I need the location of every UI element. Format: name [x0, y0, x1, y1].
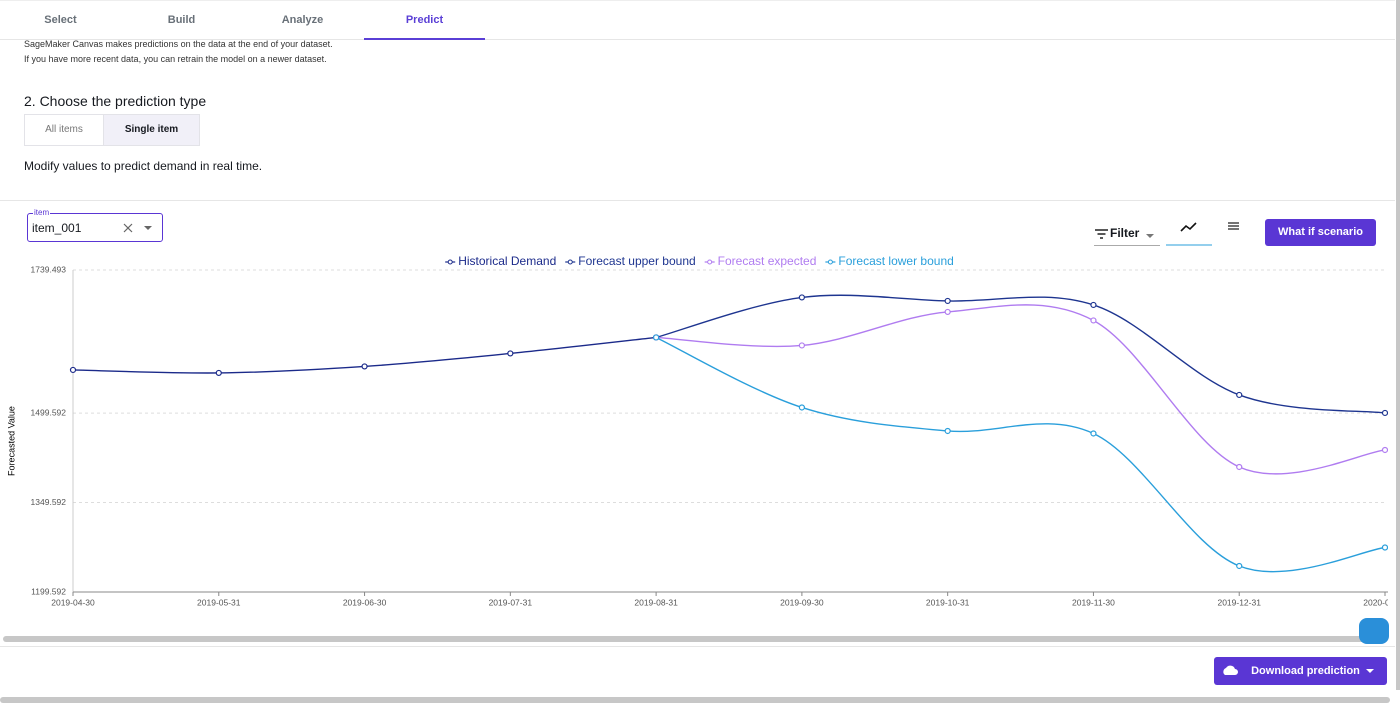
- legend-marker: [567, 259, 573, 265]
- point: [215, 369, 222, 377]
- legend-marker: [827, 259, 833, 265]
- view-toggle[interactable]: [1166, 216, 1266, 246]
- tab[interactable]: Select: [44, 14, 77, 26]
- series-line: [655, 294, 1386, 414]
- legend-marker: [707, 259, 713, 265]
- x-tick-label: 2019-12-31: [1217, 597, 1261, 607]
- tab-active[interactable]: Predict: [364, 1, 485, 40]
- point: [944, 308, 951, 316]
- x-tick-label: 2019-11-30: [1072, 597, 1115, 607]
- tab[interactable]: Analyze: [281, 14, 324, 26]
- point: [1381, 446, 1388, 454]
- legend-marker: [447, 259, 453, 265]
- series-line: [655, 336, 1386, 573]
- point: [798, 294, 805, 301]
- x-tick-label: 2019-07-31: [489, 597, 533, 607]
- point: [1090, 317, 1097, 324]
- point: [1090, 430, 1097, 437]
- point: [798, 404, 805, 411]
- heading: 2. Choose the prediction type: [24, 93, 207, 109]
- separator: [0, 646, 1395, 647]
- point: [1381, 409, 1388, 417]
- x-tick-label: 2019-04-30: [51, 597, 95, 607]
- item-field[interactable]: item item_001: [27, 208, 163, 242]
- point: [1236, 463, 1243, 471]
- chat-button[interactable]: [1359, 618, 1389, 644]
- point: [361, 363, 368, 370]
- intro-line: If you have more recent data, you can re…: [24, 54, 327, 64]
- point: [1090, 301, 1097, 309]
- segment[interactable]: All items: [24, 114, 104, 146]
- legend-label: Forecast upper bound: [578, 254, 695, 268]
- hint: Modify values to predict demand in real …: [24, 159, 263, 173]
- filter-underline: [1094, 245, 1160, 246]
- point: [69, 366, 77, 374]
- point: [1236, 562, 1243, 570]
- legend-label: Historical Demand: [458, 254, 556, 268]
- legend-label: Forecast lower bound: [838, 254, 953, 268]
- tab[interactable]: Build: [167, 14, 196, 26]
- filter[interactable]: Filter: [1110, 226, 1140, 240]
- field-icons: [123, 223, 152, 233]
- tab-bar: Select Build Analyze Predict: [0, 0, 1395, 40]
- x-tick-label: 2019-09-30: [780, 597, 824, 607]
- point: [944, 427, 951, 435]
- point: [944, 297, 951, 305]
- point: [507, 350, 514, 357]
- field-label: item: [33, 208, 51, 217]
- point: [1236, 391, 1243, 399]
- download-button[interactable]: Download prediction: [1214, 657, 1387, 685]
- h-scrollbar[interactable]: [3, 636, 1383, 642]
- field-value: item_001: [32, 221, 82, 235]
- what-if-button[interactable]: What if scenario: [1265, 219, 1376, 246]
- y-tick-label: 1739.493: [31, 264, 67, 274]
- y-axis-label: Forecasted Value: [6, 406, 16, 476]
- point: [798, 342, 805, 349]
- x-tick-label: 2019-06-30: [343, 597, 387, 607]
- y-tick-label: 1349.592: [31, 497, 67, 507]
- x-tick-label: 2019-10-31: [926, 597, 970, 607]
- series-line: [656, 304, 1386, 475]
- v-scrollbar[interactable]: [1396, 0, 1400, 690]
- page-h-scrollbar[interactable]: [0, 697, 1390, 703]
- intro-line: SageMaker Canvas makes predictions on th…: [24, 39, 333, 49]
- x-tick-label: 2019-05-31: [197, 597, 241, 607]
- y-tick-label: 1499.592: [31, 407, 67, 417]
- x-tick-label: 2019-08-31: [634, 597, 678, 607]
- separator: [0, 200, 1395, 201]
- download-icons: [1223, 665, 1374, 675]
- segment-active[interactable]: Single item: [103, 114, 200, 146]
- download-label: Download prediction: [1251, 665, 1360, 677]
- x-tick-label: 2020-01-31: [1363, 597, 1388, 607]
- y-tick-label: 1199.592: [31, 586, 66, 596]
- point: [653, 334, 660, 341]
- point: [1381, 544, 1388, 551]
- legend-label: Forecast expected: [718, 254, 817, 268]
- chart: 1199.592 1349.592 1499.592 1739.493 2019-04-…: [6, 254, 1388, 607]
- filter-icon: [1095, 229, 1154, 239]
